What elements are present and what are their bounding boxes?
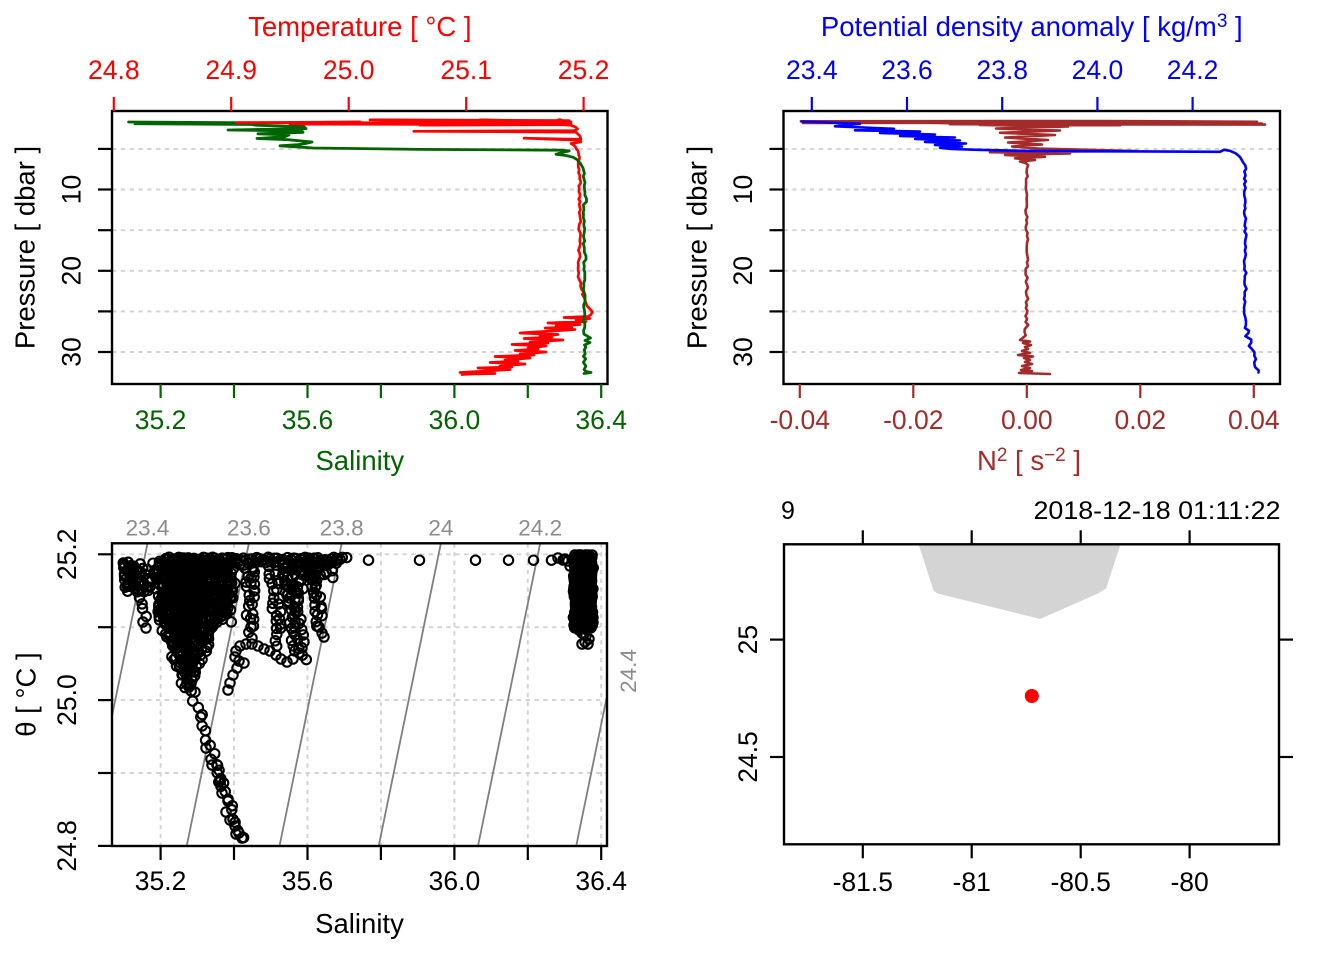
svg-text:0.02: 0.02 [1115,405,1167,435]
svg-text:2018-12-18 01:11:22: 2018-12-18 01:11:22 [1034,497,1281,525]
svg-text:Pressure [ dbar ]: Pressure [ dbar ] [10,146,41,349]
svg-text:24.5: 24.5 [733,731,763,783]
svg-text:36.4: 36.4 [575,866,627,896]
svg-text:35.6: 35.6 [282,866,334,896]
svg-text:-80: -80 [1170,867,1208,897]
svg-text:36.0: 36.0 [429,405,481,435]
svg-text:25.2: 25.2 [52,529,82,581]
svg-text:23.6: 23.6 [227,516,271,541]
svg-text:24.8: 24.8 [52,820,82,872]
svg-text:24.4: 24.4 [616,649,641,693]
svg-text:-81.5: -81.5 [833,867,893,897]
svg-text:0.00: 0.00 [1001,405,1053,435]
svg-text:N2 [ s−2 ]: N2 [ s−2 ] [977,445,1081,476]
svg-text:24.0: 24.0 [1072,55,1124,85]
svg-text:Salinity: Salinity [315,445,404,476]
svg-text:36.0: 36.0 [429,866,481,896]
svg-text:23.8: 23.8 [976,55,1028,85]
svg-text:25.0: 25.0 [52,674,82,726]
svg-text:10: 10 [728,175,758,204]
svg-text:25.2: 25.2 [558,55,610,85]
svg-text:θ [ °C ]: θ [ °C ] [11,652,42,736]
svg-text:24: 24 [428,516,453,541]
svg-text:25: 25 [733,625,763,654]
svg-text:25.1: 25.1 [440,55,492,85]
svg-text:20: 20 [57,256,87,285]
svg-text:23.8: 23.8 [320,516,364,541]
svg-text:10: 10 [57,175,87,204]
svg-text:23.6: 23.6 [881,55,933,85]
svg-text:20: 20 [728,256,758,285]
svg-text:30: 30 [57,337,87,366]
svg-text:-80.5: -80.5 [1050,867,1110,897]
svg-text:35.2: 35.2 [135,405,187,435]
svg-text:35.6: 35.6 [282,405,334,435]
svg-text:24.8: 24.8 [88,55,140,85]
svg-text:23.4: 23.4 [126,516,170,541]
svg-text:24.2: 24.2 [518,516,562,541]
svg-text:-81: -81 [953,867,991,897]
svg-text:0.04: 0.04 [1228,405,1280,435]
svg-text:9: 9 [781,497,795,525]
svg-text:24.9: 24.9 [205,55,257,85]
svg-text:36.4: 36.4 [575,405,627,435]
svg-text:Pressure [ dbar ]: Pressure [ dbar ] [682,146,713,349]
svg-text:24.2: 24.2 [1167,55,1219,85]
svg-text:35.2: 35.2 [135,866,187,896]
svg-text:Potential density anomaly [ kg: Potential density anomaly [ kg/m3 ] [821,11,1243,42]
svg-text:25.0: 25.0 [323,55,375,85]
svg-text:Temperature [ °C ]: Temperature [ °C ] [248,11,471,42]
svg-text:30: 30 [728,337,758,366]
svg-text:-0.02: -0.02 [883,405,943,435]
svg-text:Salinity: Salinity [315,908,404,939]
svg-text:23.4: 23.4 [786,55,838,85]
svg-text:-0.04: -0.04 [770,405,830,435]
